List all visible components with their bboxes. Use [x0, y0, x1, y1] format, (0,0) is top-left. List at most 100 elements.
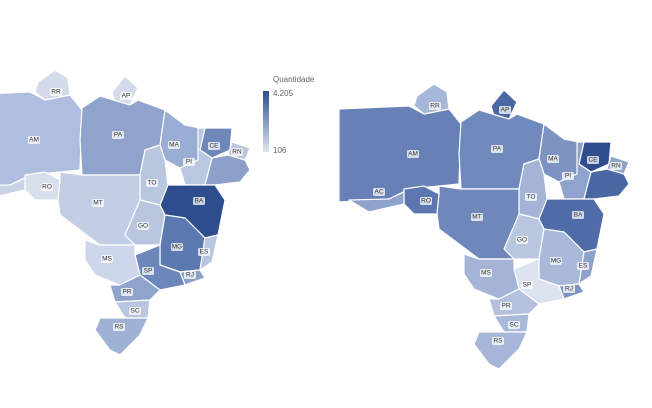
state-label: RS — [114, 324, 124, 331]
state-label: RN — [611, 163, 621, 170]
label-bg — [499, 106, 511, 114]
state-label: RR — [51, 89, 61, 96]
label-bg — [521, 281, 533, 289]
state-label: RO — [42, 184, 52, 191]
state-label: SC — [509, 322, 518, 329]
label-bg — [508, 321, 520, 329]
state-label: GO — [138, 223, 148, 230]
state-label: CE — [209, 143, 219, 150]
state-label: ES — [200, 249, 209, 256]
label-bg — [193, 197, 205, 205]
label-bg — [113, 323, 125, 331]
label-bg — [563, 285, 575, 293]
legend-title: Quantidade — [273, 75, 315, 84]
state-region — [473, 331, 528, 370]
label-bg — [208, 142, 220, 150]
state-label: PI — [565, 173, 571, 180]
label-bg — [129, 307, 141, 315]
label-bg — [429, 102, 441, 110]
label-bg — [587, 156, 599, 164]
state-region — [583, 168, 630, 200]
state-label: MS — [481, 270, 491, 277]
state-label: PR — [122, 289, 131, 296]
state-label: GO — [517, 237, 527, 244]
label-bg — [146, 179, 158, 187]
state-region — [94, 317, 149, 356]
label-bg — [112, 131, 124, 139]
state-label: SP — [523, 282, 532, 289]
state-label: RS — [493, 338, 503, 345]
label-bg — [562, 172, 574, 180]
state-label: TO — [527, 194, 536, 201]
state-label: MT — [472, 214, 481, 221]
label-bg — [171, 243, 183, 251]
state-label: RJ — [186, 272, 194, 279]
state-label: MA — [548, 156, 558, 163]
state-label: AM — [29, 137, 39, 144]
state-region — [204, 154, 251, 186]
label-bg — [184, 271, 196, 279]
label-bg — [525, 193, 537, 201]
state-label: MS — [102, 256, 112, 263]
state-label: PA — [114, 132, 123, 139]
map-left: RR AP AM PA MA CE RN PI RO TO MT BA GO MG MS ES SP RJ PR SC… — [0, 69, 251, 356]
state-label: SC — [130, 308, 139, 315]
state-label: PA — [493, 146, 502, 153]
state-label: ES — [579, 263, 588, 270]
state-label: SP — [144, 268, 153, 275]
label-bg — [168, 141, 180, 149]
label-bg — [500, 302, 512, 310]
label-bg — [420, 197, 432, 205]
state-label: MG — [551, 258, 561, 265]
legend-max: 4.205 — [273, 89, 294, 98]
state-region — [0, 177, 26, 197]
label-bg — [92, 199, 104, 207]
state-label: RO — [421, 198, 431, 205]
state-label: MT — [93, 200, 102, 207]
state-label: AP — [122, 93, 131, 100]
state-label: AM — [408, 151, 418, 158]
state-label: TO — [148, 180, 157, 187]
state-region — [0, 91, 83, 187]
label-bg — [41, 183, 53, 191]
label-bg — [491, 145, 503, 153]
map-right: RR AP AM PA MA CE RN PI AC RO TO MT BA GO MG MS ES SP RJ PR… — [338, 83, 630, 370]
legend: Quantidade 4.205 106 — [263, 75, 315, 155]
state-label: BA — [574, 212, 583, 219]
state-label: CE — [588, 157, 598, 164]
label-bg — [547, 155, 559, 163]
label-bg — [101, 255, 113, 263]
label-bg — [121, 288, 133, 296]
state-label: RJ — [565, 286, 573, 293]
label-bg — [120, 92, 132, 100]
label-bg — [50, 88, 62, 96]
state-label: BA — [195, 198, 204, 205]
legend-min: 106 — [273, 146, 287, 155]
label-bg — [137, 222, 149, 230]
label-bg — [183, 158, 195, 166]
label-bg — [28, 136, 40, 144]
label-bg — [480, 269, 492, 277]
label-bg — [142, 267, 154, 275]
state-label: PI — [186, 159, 192, 166]
label-bg — [610, 162, 622, 170]
label-bg — [373, 188, 385, 196]
label-bg — [407, 150, 419, 158]
label-bg — [231, 148, 243, 156]
label-bg — [550, 257, 562, 265]
label-bg — [577, 262, 589, 270]
state-label: RR — [430, 103, 440, 110]
label-bg — [516, 236, 528, 244]
label-bg — [572, 211, 584, 219]
state-region — [348, 191, 405, 213]
label-bg — [198, 248, 210, 256]
state-label: MG — [172, 244, 182, 251]
state-label: AC — [374, 189, 383, 196]
label-bg — [471, 213, 483, 221]
state-label: MA — [169, 142, 179, 149]
label-bg — [492, 337, 504, 345]
state-label: AP — [501, 107, 510, 114]
legend-gradient — [263, 91, 269, 152]
state-label: RN — [232, 149, 242, 156]
